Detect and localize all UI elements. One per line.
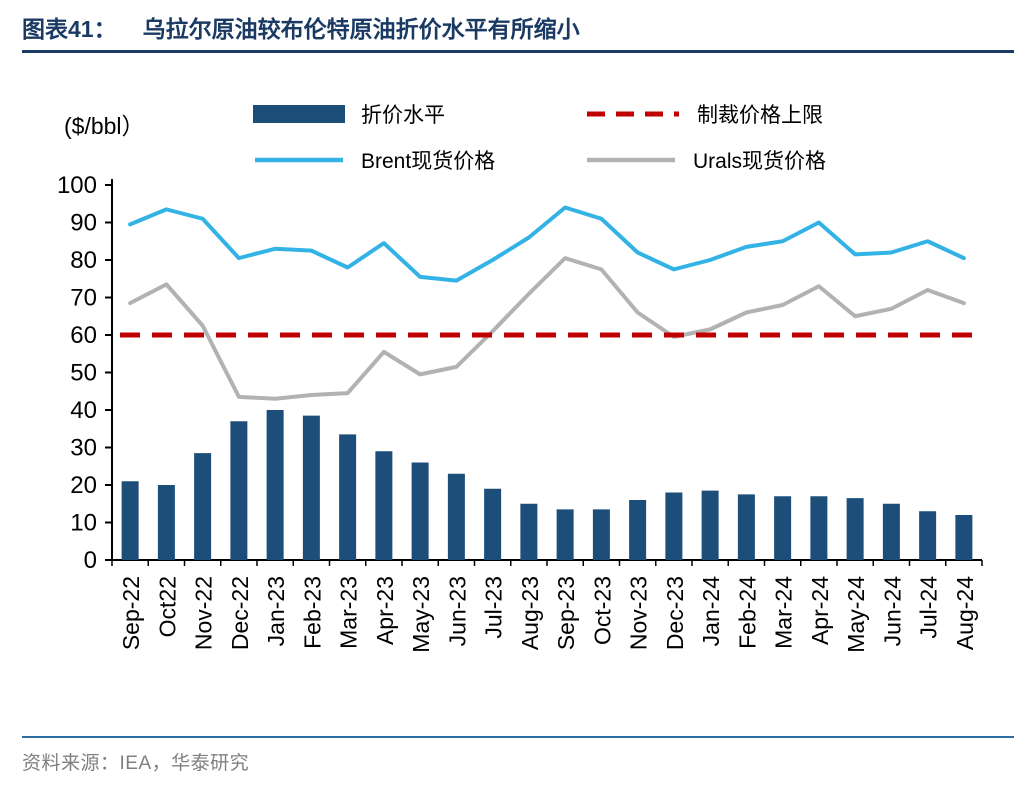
y-tick-label: 60 <box>70 322 97 349</box>
x-axis-label: Dec-22 <box>227 576 253 650</box>
y-tick-label: 100 <box>57 172 97 199</box>
discount-bar <box>411 462 429 560</box>
x-axis-label: Mar-23 <box>336 576 362 649</box>
discount-bar <box>665 492 683 560</box>
dashed-line-swatch-icon <box>587 111 679 117</box>
discount-bar <box>955 515 973 560</box>
y-tick-label: 40 <box>70 397 97 424</box>
discount-bar <box>701 490 719 560</box>
discount-bar <box>810 496 828 560</box>
legend-label-price-cap: 制裁价格上限 <box>697 104 823 127</box>
chart-area: ($/bbl） 折价水平 制裁价格上限 Brent现货价格 <box>0 95 1036 670</box>
x-axis-label: Sep-22 <box>118 576 144 650</box>
x-axis-label: Oct22 <box>154 576 180 637</box>
discount-bar <box>774 496 792 560</box>
legend: 折价水平 制裁价格上限 Brent现货价格 Urals现货价格 <box>253 99 826 175</box>
legend-label-discount: 折价水平 <box>361 104 445 127</box>
discount-bar <box>447 473 465 560</box>
x-axis-label: Aug-23 <box>517 576 543 650</box>
y-tick-label: 90 <box>70 210 97 237</box>
x-axis-label: Dec-23 <box>662 576 688 650</box>
x-axis-label: Jun-24 <box>879 576 905 647</box>
legend-item-price-cap: 制裁价格上限 <box>585 99 826 129</box>
chart-header: 图表41： 乌拉尔原油较布伦特原油折价水平有所缩小 <box>0 0 1036 44</box>
title-divider <box>22 50 1014 53</box>
legend-label-urals: Urals现货价格 <box>693 150 827 173</box>
discount-bar <box>266 410 284 560</box>
discount-bar <box>592 509 610 560</box>
x-axis-label: Feb-23 <box>299 576 325 649</box>
y-tick-label: 20 <box>70 472 97 499</box>
discount-bar <box>520 503 538 560</box>
y-tick-label: 0 <box>84 547 97 574</box>
x-axis-label: Jul-24 <box>916 576 942 639</box>
discount-bar <box>556 509 574 560</box>
brent-line <box>128 205 966 283</box>
x-axis-label: Mar-24 <box>771 576 797 649</box>
legend-label-brent: Brent现货价格 <box>361 150 496 173</box>
x-axis-label: Nov-22 <box>191 576 217 650</box>
discount-bar <box>882 503 900 560</box>
discount-bar <box>846 498 864 560</box>
discount-bar <box>375 451 393 560</box>
discount-bar <box>737 494 755 560</box>
chart-number: 图表41： <box>22 16 117 42</box>
discount-bar <box>157 485 175 560</box>
x-axis-label: Nov-23 <box>626 576 652 650</box>
legend-item-brent: Brent现货价格 <box>253 145 585 175</box>
line-swatch-icon <box>587 157 675 163</box>
x-axis-label: Jan-24 <box>698 576 724 647</box>
x-axis-label: Oct-23 <box>589 576 615 645</box>
x-axis-label: Apr-23 <box>372 576 398 645</box>
bar-swatch-icon <box>253 105 345 123</box>
x-axis-label: Apr-24 <box>807 576 833 645</box>
x-axis-label: May-24 <box>843 576 869 653</box>
x-axis-label: Jan-23 <box>263 576 289 646</box>
discount-bar <box>484 488 502 560</box>
x-axis-label: Feb-24 <box>734 576 760 649</box>
discount-bar <box>919 511 937 560</box>
x-axis-label: Jun-23 <box>444 576 470 646</box>
discount-bar <box>230 421 248 560</box>
page-title: 乌拉尔原油较布伦特原油折价水平有所缩小 <box>142 16 580 42</box>
discount-bar <box>194 453 212 560</box>
x-axis-label: Jul-23 <box>481 576 507 639</box>
x-axis-label: Sep-23 <box>553 576 579 650</box>
y-axis-unit-label: ($/bbl） <box>64 113 145 139</box>
x-axis-label: Aug-24 <box>952 576 978 650</box>
x-axis-label: May-23 <box>408 576 434 653</box>
y-tick-label: 70 <box>70 285 97 312</box>
discount-bar <box>629 500 647 560</box>
y-tick-label: 10 <box>70 510 97 537</box>
legend-item-discount: 折价水平 <box>253 99 585 129</box>
legend-item-urals: Urals现货价格 <box>585 145 826 175</box>
y-tick-label: 30 <box>70 435 97 462</box>
discount-bar <box>302 415 320 560</box>
footer-divider <box>22 736 1014 738</box>
price-chart: 0 10 20 30 40 50 60 70 80 90 100 Sep-22 Oct22 Nov-22 D… <box>57 172 983 653</box>
discount-bar <box>339 434 357 560</box>
y-tick-label: 50 <box>70 360 97 387</box>
urals-line <box>128 256 966 401</box>
source-text: 资料来源：IEA，华泰研究 <box>22 753 250 774</box>
y-tick-label: 80 <box>70 247 97 274</box>
discount-bar <box>121 481 139 560</box>
line-swatch-icon <box>255 157 343 163</box>
